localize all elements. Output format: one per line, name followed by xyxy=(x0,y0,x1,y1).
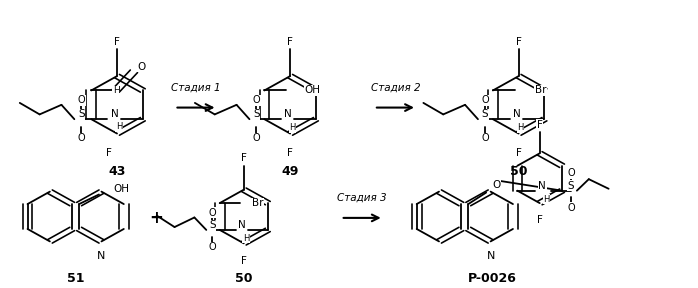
Text: P-0026: P-0026 xyxy=(468,272,517,285)
Text: F: F xyxy=(241,255,246,266)
Text: O: O xyxy=(492,180,500,190)
Text: Стадия 1: Стадия 1 xyxy=(171,82,221,92)
Text: H: H xyxy=(243,234,249,243)
Text: O: O xyxy=(253,133,260,143)
Text: 49: 49 xyxy=(281,165,299,178)
Text: Br: Br xyxy=(252,198,263,208)
Text: 43: 43 xyxy=(108,165,126,178)
Text: N: N xyxy=(487,251,495,261)
Text: H: H xyxy=(112,86,119,95)
Text: O: O xyxy=(209,242,216,252)
Text: F: F xyxy=(106,148,112,158)
Text: F: F xyxy=(537,120,542,130)
Text: N: N xyxy=(97,251,105,261)
Text: F: F xyxy=(241,153,246,163)
Text: Стадия 3: Стадия 3 xyxy=(337,193,387,203)
Text: O: O xyxy=(567,203,574,213)
Text: O: O xyxy=(481,95,489,105)
Text: O: O xyxy=(209,208,216,218)
Text: N: N xyxy=(111,109,119,120)
Text: O: O xyxy=(77,95,85,105)
Text: +: + xyxy=(149,209,163,227)
Text: H: H xyxy=(116,122,122,131)
Text: H: H xyxy=(543,195,549,204)
Text: Br: Br xyxy=(535,86,546,95)
Text: OH: OH xyxy=(114,184,130,194)
Text: F: F xyxy=(287,37,293,47)
Text: O: O xyxy=(77,133,85,143)
Text: N: N xyxy=(538,181,546,191)
Text: F: F xyxy=(287,148,293,158)
Text: O: O xyxy=(138,62,146,71)
Text: F: F xyxy=(114,37,120,47)
Text: OH: OH xyxy=(304,86,320,95)
Text: H: H xyxy=(289,123,295,132)
Text: S: S xyxy=(567,181,574,191)
Text: N: N xyxy=(513,109,521,120)
Text: N: N xyxy=(284,109,292,120)
Text: Стадия 2: Стадия 2 xyxy=(371,82,420,92)
Text: S: S xyxy=(78,109,84,120)
Text: O: O xyxy=(567,168,574,179)
Text: N: N xyxy=(238,220,246,230)
Text: O: O xyxy=(481,133,489,143)
Text: F: F xyxy=(537,215,542,225)
Text: F: F xyxy=(516,148,521,158)
Text: S: S xyxy=(482,109,488,120)
Text: F: F xyxy=(516,37,521,47)
Text: 50: 50 xyxy=(235,272,253,285)
Text: O: O xyxy=(253,95,260,105)
Text: S: S xyxy=(209,220,216,230)
Text: 50: 50 xyxy=(510,165,528,178)
Text: 51: 51 xyxy=(67,272,84,285)
Text: H: H xyxy=(517,123,524,132)
Text: S: S xyxy=(253,109,260,120)
